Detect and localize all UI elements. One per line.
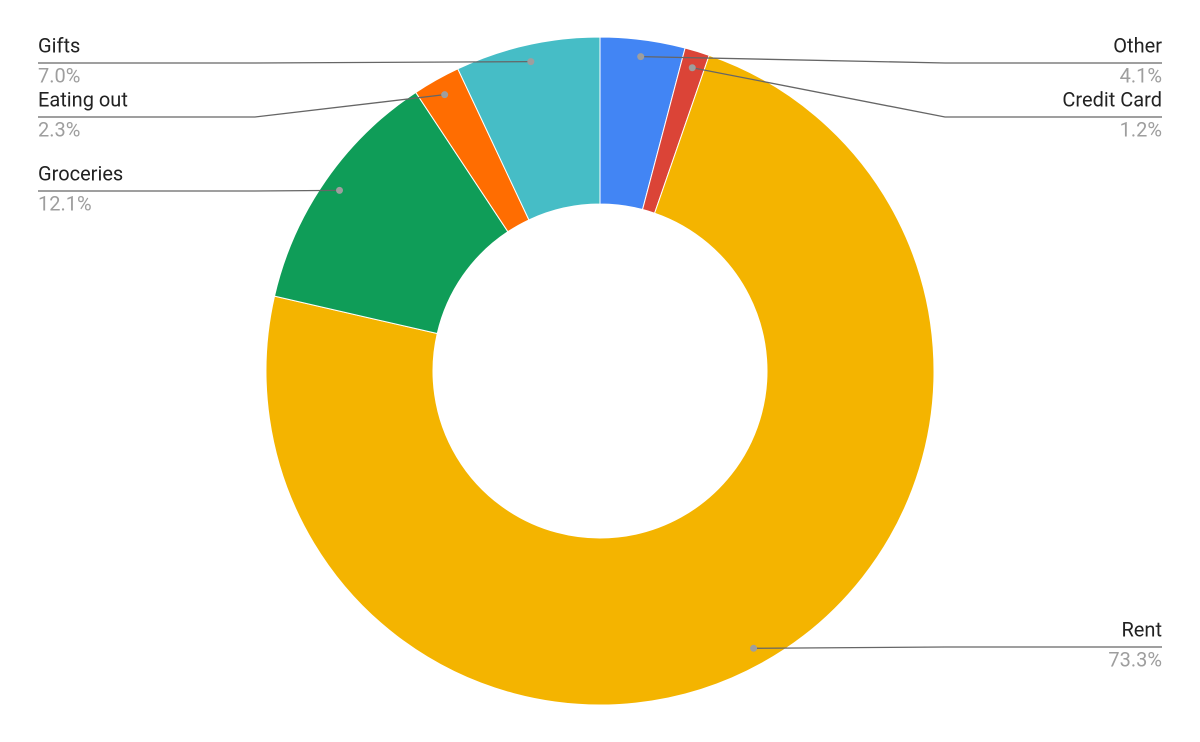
leader-line xyxy=(38,189,340,192)
slice-label: Rent xyxy=(1121,617,1162,641)
slice xyxy=(457,36,601,221)
leader-dot xyxy=(750,644,758,652)
leader-dot xyxy=(688,64,696,72)
slice xyxy=(265,54,935,706)
leader-dot xyxy=(637,53,645,61)
leader-line xyxy=(38,60,531,64)
slice-label: Credit Card xyxy=(1062,87,1162,111)
slice-value: 4.1% xyxy=(1120,63,1162,87)
leader-line xyxy=(692,67,1162,118)
leader-dot xyxy=(336,186,344,194)
slice-value: 73.3% xyxy=(1108,647,1162,671)
slice-label: Other xyxy=(1113,33,1162,57)
slice-value: 1.2% xyxy=(1120,117,1162,141)
leader-line xyxy=(753,646,1162,649)
slice xyxy=(273,91,509,335)
slice-label: Eating out xyxy=(38,87,128,111)
slice-label: Groceries xyxy=(38,161,123,185)
slice-value: 12.1% xyxy=(38,191,92,215)
leader-dot xyxy=(527,58,535,66)
leader-dot xyxy=(441,91,449,99)
leader-line xyxy=(640,55,1162,64)
slice-value: 2.3% xyxy=(38,117,80,141)
slice-value: 7.0% xyxy=(38,63,80,87)
slice-label: Gifts xyxy=(38,33,80,57)
leader-line xyxy=(38,94,445,118)
